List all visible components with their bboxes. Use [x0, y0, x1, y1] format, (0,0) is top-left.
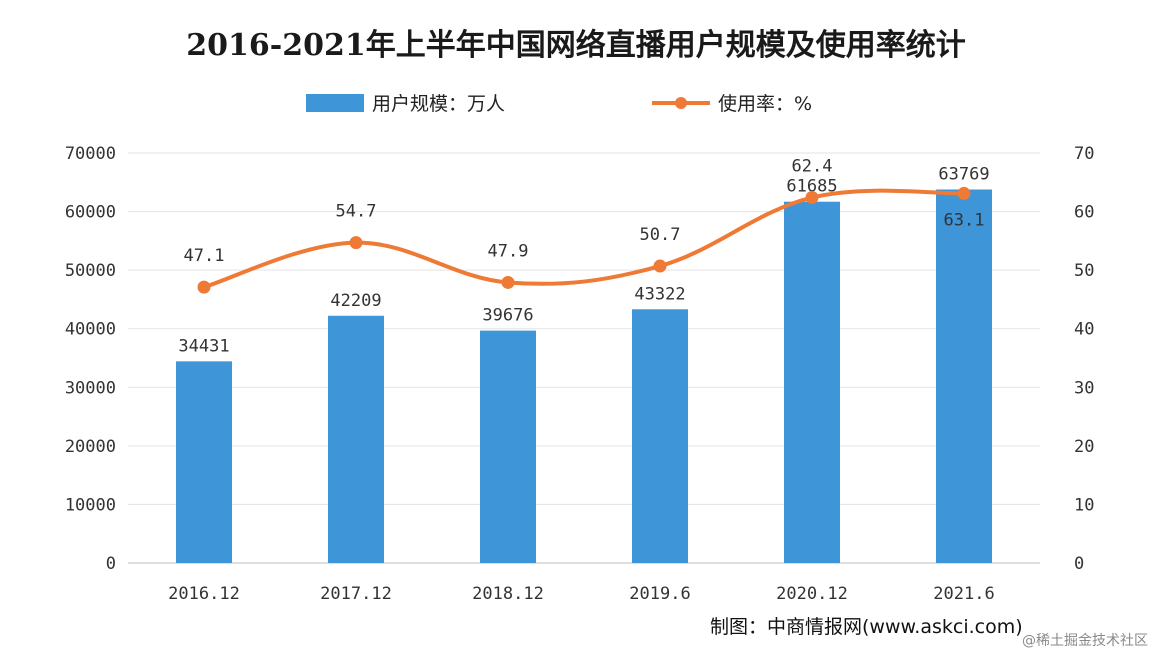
- y-right-tick-label: 40: [1074, 320, 1094, 340]
- bar: [328, 315, 384, 563]
- x-tick-label: 2019.6: [629, 584, 690, 604]
- bar-value-label: 63769: [938, 164, 989, 184]
- y-right-tick-label: 0: [1074, 554, 1084, 574]
- x-axis: 2016.12 2017.12 2018.12 2019.6 2020.12 2021.6: [168, 584, 995, 604]
- x-tick-label: 2020.12: [776, 584, 848, 604]
- bar: [936, 189, 992, 563]
- y-right-tick-label: 20: [1074, 437, 1094, 457]
- y-right-tick-label: 50: [1074, 261, 1094, 281]
- bar-value-label: 42209: [330, 291, 381, 311]
- legend-swatch-marker: [675, 97, 687, 109]
- bar-value-label: 61685: [786, 177, 837, 197]
- line-value-label: 62.4: [792, 157, 833, 177]
- line-path: [203, 188, 965, 290]
- legend: 用户规模：万人 使用率：%: [306, 93, 812, 115]
- gridlines: [128, 152, 1040, 564]
- source-note: 制图：中商情报网(www.askci.com): [710, 616, 1023, 638]
- line-series: 47.1 54.7 47.9 50.7 62.4 63.1: [184, 157, 985, 294]
- y-left-tick-label: 20000: [65, 437, 116, 457]
- y-axis-right: 0 10 20 30 40 50 60 70: [1074, 144, 1094, 574]
- y-left-tick-label: 50000: [65, 261, 116, 281]
- y-right-tick-label: 10: [1074, 495, 1094, 515]
- legend-swatch-bar: [306, 94, 364, 112]
- x-tick-label: 2018.12: [472, 584, 544, 604]
- bar: [480, 330, 536, 563]
- line-marker: [349, 236, 363, 250]
- bar-value-label: 43322: [634, 284, 685, 304]
- line-marker: [957, 186, 971, 200]
- line-value-label: 47.1: [184, 246, 225, 266]
- y-axis-left: 0 10000 20000 30000 40000 50000 60000 70000: [65, 144, 116, 574]
- bar: [176, 361, 232, 563]
- y-right-tick-label: 70: [1074, 144, 1094, 164]
- bar-value-label: 34431: [178, 336, 229, 356]
- line-marker: [197, 280, 211, 294]
- y-right-tick-label: 30: [1074, 378, 1094, 398]
- bar-series: 34431 42209 39676 43322 61685 63769: [176, 164, 992, 563]
- legend-label-line: 使用率：%: [718, 93, 812, 115]
- line-value-label: 47.9: [488, 241, 529, 261]
- watermark-text: @稀土掘金技术社区: [1022, 633, 1148, 649]
- line-marker: [805, 191, 819, 205]
- y-left-tick-label: 40000: [65, 320, 116, 340]
- y-left-tick-label: 70000: [65, 144, 116, 164]
- y-left-tick-label: 10000: [65, 495, 116, 515]
- x-tick-label: 2021.6: [933, 584, 994, 604]
- y-left-tick-label: 30000: [65, 378, 116, 398]
- bar: [632, 309, 688, 563]
- x-tick-label: 2016.12: [168, 584, 240, 604]
- bar: [784, 201, 840, 563]
- bar-value-label: 39676: [482, 306, 533, 326]
- y-right-tick-label: 60: [1074, 203, 1094, 223]
- line-value-label: 50.7: [640, 225, 681, 245]
- line-value-label: 54.7: [336, 202, 377, 222]
- y-left-tick-label: 0: [106, 554, 116, 574]
- line-value-label: 63.1: [944, 210, 985, 230]
- x-tick-label: 2017.12: [320, 584, 392, 604]
- legend-label-bar: 用户规模：万人: [372, 93, 505, 115]
- line-marker: [501, 275, 515, 289]
- y-left-tick-label: 60000: [65, 203, 116, 223]
- chart-title: 2016-2021年上半年中国网络直播用户规模及使用率统计: [186, 28, 965, 63]
- line-marker: [653, 259, 667, 273]
